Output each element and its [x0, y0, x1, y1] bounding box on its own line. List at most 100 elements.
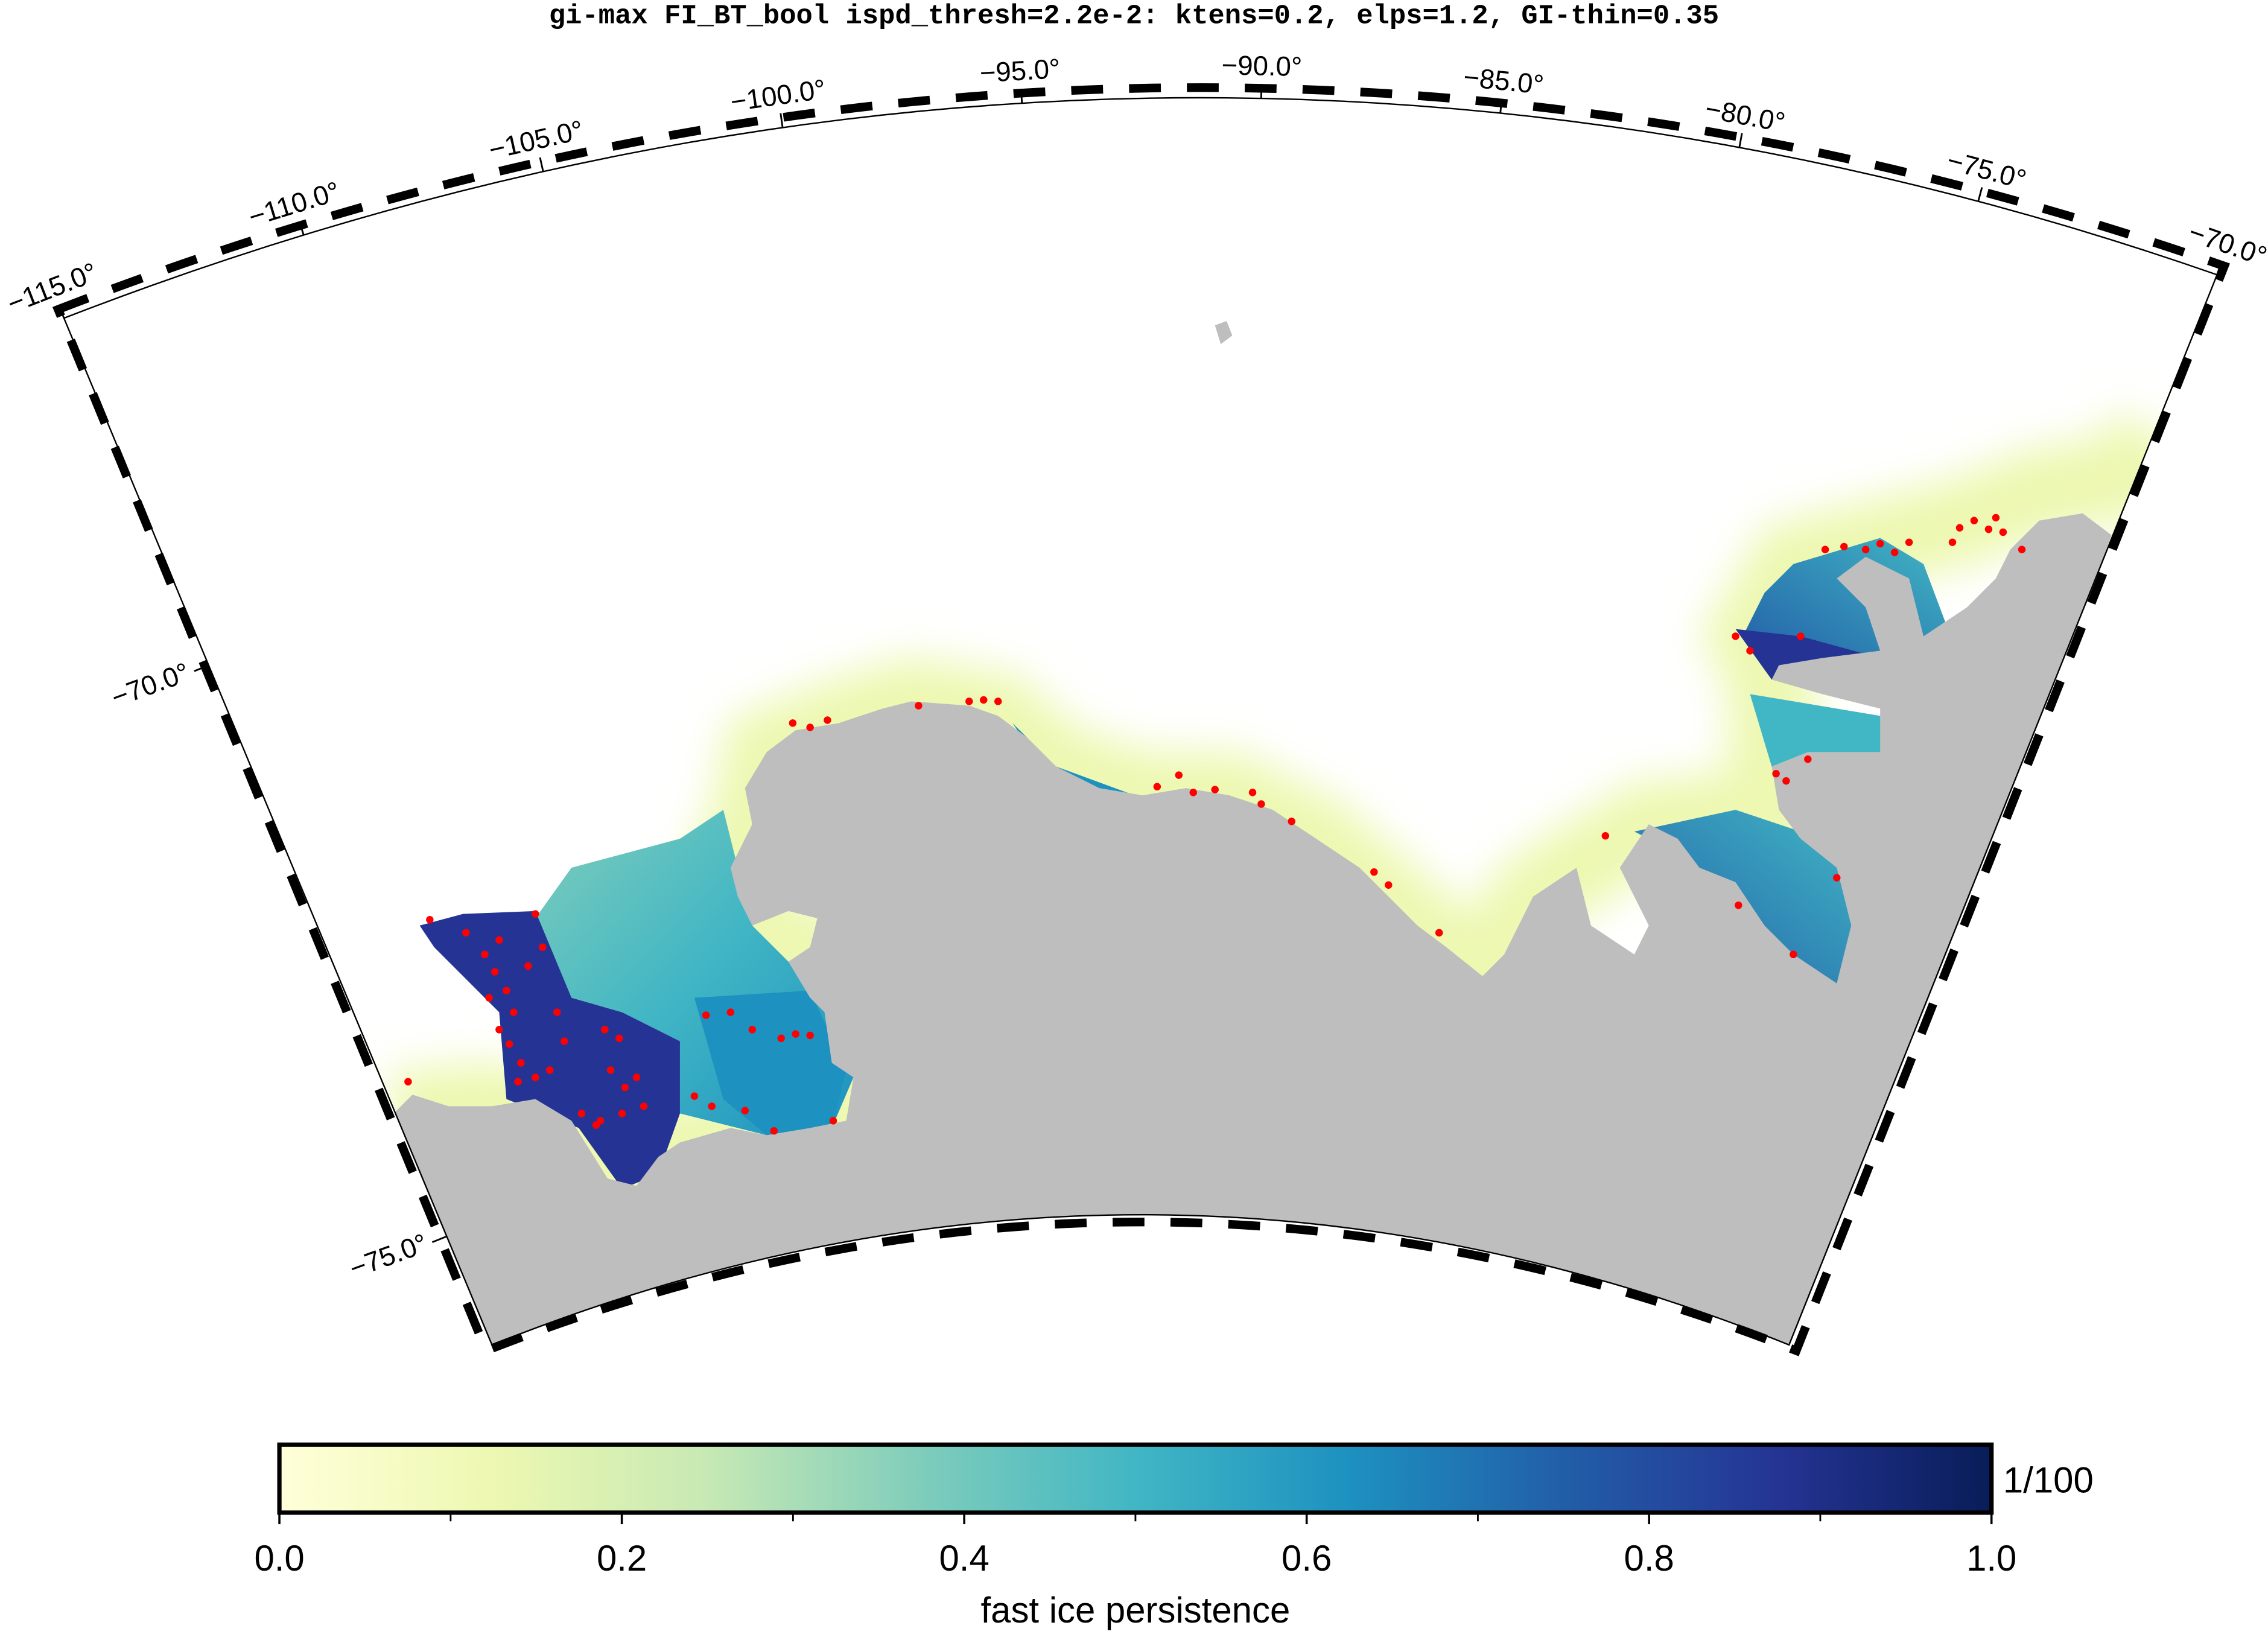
grounded-iceberg: [1735, 901, 1742, 909]
grounded-iceberg: [1804, 755, 1812, 763]
grounded-iceberg: [965, 698, 973, 705]
grounded-iceberg: [514, 1078, 522, 1086]
grounded-iceberg: [1189, 789, 1197, 796]
grounded-iceberg: [510, 1008, 518, 1016]
grounded-iceberg: [560, 1037, 568, 1045]
grounded-iceberg: [592, 1121, 600, 1129]
grounded-iceberg: [1153, 783, 1161, 791]
colorbar-tick-label: 1.0: [1966, 1538, 2016, 1578]
grounded-iceberg: [1833, 874, 1841, 882]
grounded-iceberg: [702, 1011, 710, 1019]
grounded-iceberg: [770, 1127, 778, 1135]
grounded-iceberg: [1782, 777, 1790, 785]
grounded-iceberg: [577, 1110, 586, 1117]
grounded-iceberg: [748, 1026, 757, 1034]
grounded-iceberg: [601, 1026, 609, 1034]
grounded-iceberg: [915, 702, 923, 710]
lat-tick: [194, 664, 209, 672]
lon-label: −95.0°: [979, 53, 1061, 89]
grounded-iceberg: [690, 1092, 699, 1100]
grounded-iceberg: [1955, 524, 1964, 532]
grounded-iceberg: [532, 1073, 539, 1081]
grounded-iceberg: [1999, 528, 2007, 536]
grounded-iceberg: [1905, 538, 1913, 546]
grounded-icebergs: [404, 513, 2026, 1135]
fast-ice: [1634, 810, 1855, 987]
grounded-iceberg: [505, 1040, 513, 1048]
grounded-iceberg: [726, 1008, 735, 1016]
grounded-iceberg: [994, 698, 1002, 705]
grounded-iceberg: [426, 916, 434, 924]
lon-label: −85.0°: [1462, 62, 1545, 100]
grounded-iceberg: [1790, 950, 1797, 959]
lat-label: −70.0°: [107, 656, 194, 713]
lon-tick: [1499, 98, 1503, 113]
lon-tick: [780, 113, 784, 128]
lat-tick: [431, 1235, 447, 1243]
grounded-iceberg: [495, 936, 503, 944]
grounded-iceberg: [1984, 525, 1993, 533]
colorbar-tick-label: 0.2: [597, 1538, 647, 1578]
grounded-iceberg: [2018, 545, 2026, 553]
grounded-iceberg: [621, 1084, 629, 1092]
grounded-iceberg: [777, 1034, 785, 1043]
fast-ice: [1735, 629, 1881, 680]
grounded-iceberg: [546, 1066, 554, 1074]
lat-label: −75.0°: [345, 1228, 431, 1285]
grounded-iceberg: [1821, 545, 1829, 553]
grounded-iceberg: [481, 950, 489, 959]
grounded-iceberg: [806, 1031, 814, 1040]
grounded-iceberg: [1797, 632, 1805, 640]
grounded-iceberg: [1211, 786, 1219, 793]
grounded-iceberg: [495, 1026, 503, 1034]
grounded-iceberg: [1992, 513, 2000, 522]
grounded-iceberg: [615, 1034, 623, 1043]
lon-tick: [57, 304, 65, 319]
grounded-iceberg: [1746, 647, 1754, 655]
grounded-iceberg: [741, 1107, 749, 1114]
grounded-iceberg: [792, 1030, 799, 1038]
grounded-iceberg: [806, 723, 814, 731]
colorbar-tick-label: 0.6: [1282, 1538, 1332, 1578]
grounded-iceberg: [606, 1066, 615, 1074]
grounded-iceberg: [640, 1102, 648, 1110]
grounded-iceberg: [462, 929, 470, 937]
colorbar-fill: [277, 1442, 1994, 1515]
grounded-iceberg: [1370, 868, 1378, 876]
fast-ice: [1750, 694, 1888, 767]
grounded-iceberg: [553, 1008, 561, 1016]
lon-tick: [539, 157, 544, 172]
colorbar-unit: 1/100: [2003, 1460, 2094, 1500]
lon-tick: [1738, 133, 1743, 148]
grounded-iceberg: [1732, 632, 1739, 640]
grounded-iceberg: [1876, 539, 1884, 548]
grounded-iceberg: [503, 987, 510, 994]
map-title: gi-max FI_BT_bool ispd_thresh=2.2e-2: kt…: [549, 0, 1719, 31]
lon-tick: [1977, 187, 1983, 202]
colorbar-tick-label: 0.4: [939, 1538, 989, 1578]
grounded-iceberg: [485, 994, 493, 1002]
grounded-iceberg: [1840, 542, 1848, 551]
fast-ice: [419, 911, 680, 1189]
grounded-iceberg: [1970, 517, 1978, 525]
grounded-iceberg: [1601, 832, 1610, 840]
grounded-iceberg: [1772, 769, 1780, 778]
lon-label: −90.0°: [1221, 49, 1302, 82]
land: [393, 513, 2112, 1345]
grounded-iceberg: [539, 943, 547, 952]
grounded-iceberg: [1385, 881, 1393, 889]
colorbar-label: fast ice persistence: [981, 1590, 1291, 1630]
grounded-iceberg: [789, 719, 797, 727]
colorbar: 0.0 0.2 0.4 0.6 0.8 1.0 1/100 fast ice persiste…: [254, 1442, 2094, 1630]
grounded-iceberg: [1288, 818, 1295, 825]
grounded-iceberg: [1435, 929, 1443, 937]
frame-checker: [52, 83, 2231, 1356]
grounded-iceberg: [1948, 538, 1957, 546]
land: [1215, 321, 1233, 345]
colorbar-tick-label: 0.0: [254, 1538, 304, 1578]
grounded-iceberg: [1890, 548, 1899, 556]
lon-tick: [298, 221, 305, 235]
grounded-iceberg: [829, 1117, 837, 1125]
